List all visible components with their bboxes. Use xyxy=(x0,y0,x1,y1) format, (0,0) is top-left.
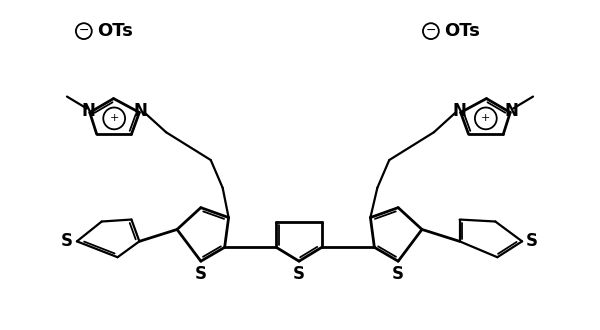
Text: OTs: OTs xyxy=(444,22,479,40)
Text: −: − xyxy=(425,24,436,37)
Text: OTs: OTs xyxy=(97,22,133,40)
Text: N: N xyxy=(82,102,96,120)
Text: S: S xyxy=(392,265,404,283)
Text: S: S xyxy=(293,265,305,283)
Text: +: + xyxy=(109,114,119,123)
Text: S: S xyxy=(195,265,207,283)
Text: N: N xyxy=(453,102,467,120)
Text: S: S xyxy=(61,232,73,250)
Text: −: − xyxy=(79,24,89,37)
Text: N: N xyxy=(133,102,147,120)
Text: +: + xyxy=(481,114,491,123)
Text: S: S xyxy=(526,232,538,250)
Text: N: N xyxy=(504,102,518,120)
